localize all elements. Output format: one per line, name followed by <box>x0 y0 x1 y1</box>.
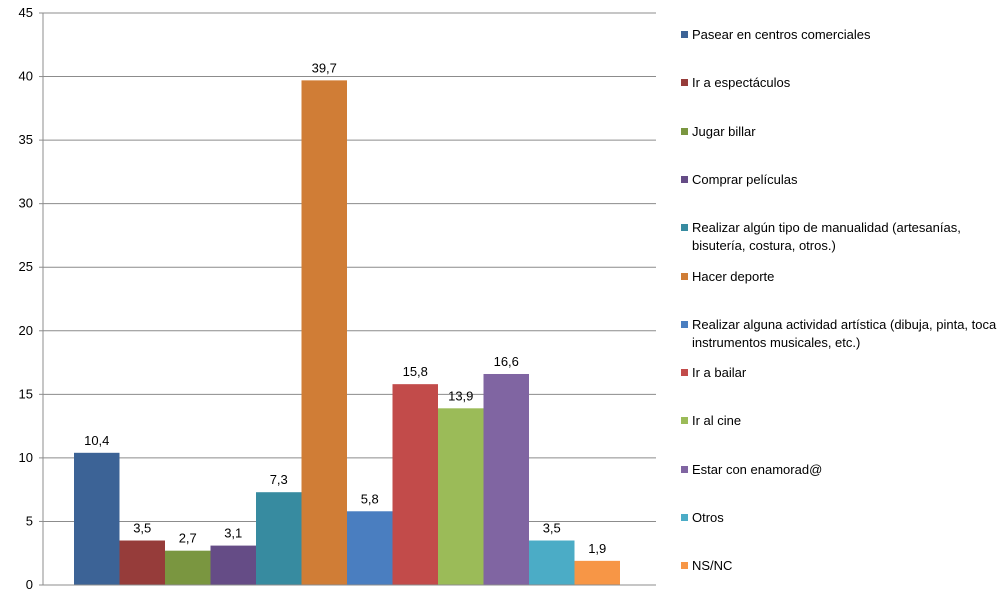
bar <box>119 540 165 585</box>
legend-label: Realizar algún tipo de manualidad (artes… <box>692 220 961 254</box>
y-tick-label: 40 <box>19 69 33 84</box>
bar <box>256 492 302 585</box>
legend-item: Estar con enamorad@ <box>681 461 998 479</box>
legend-item: Realizar alguna actividad artística (dib… <box>681 316 998 352</box>
y-tick-label: 20 <box>19 323 33 338</box>
legend-swatch <box>681 127 688 135</box>
bar <box>301 80 347 585</box>
data-label: 39,7 <box>312 60 337 75</box>
legend-label: Jugar billar <box>692 123 756 139</box>
bar <box>74 452 120 585</box>
bar <box>574 560 620 585</box>
data-label: 5,8 <box>361 491 379 506</box>
legend-swatch <box>681 562 688 570</box>
legend-swatch <box>681 465 688 473</box>
bar <box>347 511 393 585</box>
data-label: 7,3 <box>270 472 288 487</box>
bar-chart: 0 5 10 15 20 25 30 35 40 45 10,4 3,5 2,7 3,1 7,3 39,7 5… <box>19 5 656 590</box>
legend-label: Hacer deporte <box>692 268 775 284</box>
y-tick-label: 35 <box>19 132 33 147</box>
data-label: 3,1 <box>224 526 242 541</box>
legend-label: Comprar películas <box>692 171 798 187</box>
y-tick-label: 30 <box>19 196 33 211</box>
legend-label: Estar con enamorad@ <box>692 461 823 477</box>
legend-item: Ir a bailar <box>681 364 998 382</box>
legend-label: Ir al cine <box>692 413 742 429</box>
data-label: 2,7 <box>179 531 197 546</box>
legend-swatch <box>681 320 688 328</box>
y-tick-label: 45 <box>19 5 33 20</box>
legend-swatch <box>681 79 688 87</box>
legend-swatch <box>681 272 688 280</box>
legend-label: Ir a bailar <box>692 365 747 381</box>
bar <box>165 550 211 585</box>
bars <box>74 80 620 585</box>
legend-swatch <box>681 417 688 425</box>
legend-item: Jugar billar <box>681 123 998 141</box>
data-label: 1,9 <box>588 541 606 556</box>
legend-item: Ir a espectáculos <box>681 74 998 92</box>
legend-item: Realizar algún tipo de manualidad (artes… <box>681 219 998 255</box>
legend-swatch <box>681 224 688 232</box>
legend-swatch <box>681 31 688 38</box>
y-tick-label: 0 <box>26 577 33 590</box>
legend-swatch <box>681 175 688 183</box>
legend-label: NS/NC <box>692 558 733 574</box>
y-tick-label: 10 <box>19 450 33 465</box>
legend-item: Otros <box>681 509 998 527</box>
bar <box>392 384 438 585</box>
data-label: 13,9 <box>448 388 473 403</box>
bar <box>483 373 529 585</box>
data-label: 10,4 <box>84 433 109 448</box>
bar <box>210 545 256 585</box>
bar <box>438 408 484 585</box>
legend-item: NS/NC <box>681 557 998 575</box>
data-label: 15,8 <box>403 364 428 379</box>
legend-label: Realizar alguna actividad artística (dib… <box>692 316 997 350</box>
legend-label: Otros <box>692 510 724 525</box>
y-tick-label: 25 <box>19 259 33 274</box>
y-axis-ticks: 0 5 10 15 20 25 30 35 40 45 <box>19 5 43 590</box>
legend-label: Pasear en centros comerciales <box>692 27 871 42</box>
legend-item: Comprar películas <box>681 171 998 189</box>
data-label: 3,5 <box>133 521 151 536</box>
legend-swatch <box>681 514 688 521</box>
legend-item: Hacer deporte <box>681 268 998 286</box>
legend-item: Ir al cine <box>681 412 998 430</box>
data-label: 16,6 <box>494 354 519 369</box>
legend-swatch <box>681 369 688 377</box>
y-tick-label: 15 <box>19 386 33 401</box>
legend-item: Pasear en centros comerciales <box>681 26 998 44</box>
data-label: 3,5 <box>543 521 561 536</box>
y-tick-label: 5 <box>26 513 33 528</box>
legend-label: Ir a espectáculos <box>692 75 791 91</box>
gridlines <box>43 12 656 522</box>
bar <box>529 540 575 585</box>
data-labels: 10,4 3,5 2,7 3,1 7,3 39,7 5,8 15,8 13,9 16,6 3,5 1,… <box>84 60 606 555</box>
